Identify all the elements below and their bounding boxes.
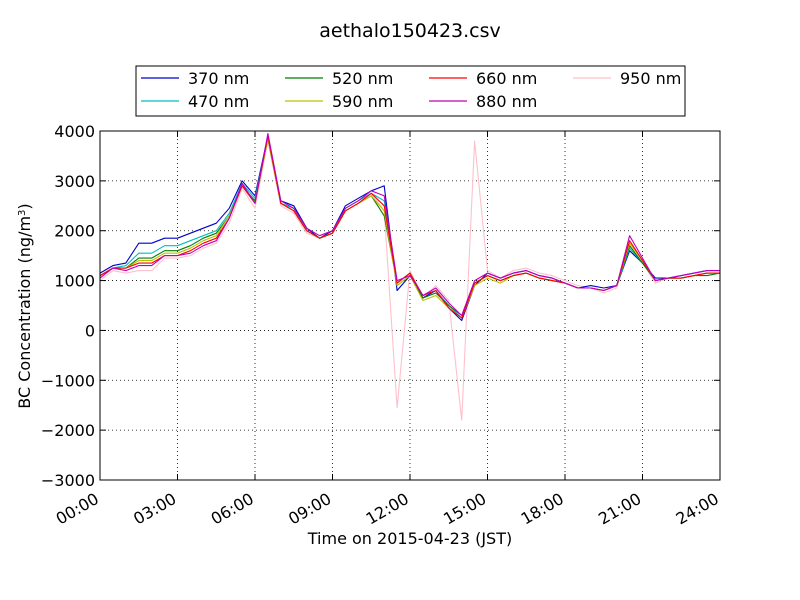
y-tick-label: −1000: [41, 371, 95, 390]
y-tick-labels: −3000 −2000 −1000 0 1000 2000 3000 4000: [41, 122, 95, 490]
legend-label: 950 nm: [620, 69, 681, 88]
axis-ticks: [99, 130, 721, 481]
series-line-880-nm: [99, 132, 720, 317]
legend: 370 nm 470 nm 520 nm 590 nm 660 nm 880 nm 950 …: [135, 65, 686, 117]
legend-label: 660 nm: [476, 69, 537, 88]
y-axis-label-superscript: 3: [17, 210, 28, 216]
y-axis-label: BC Concentration (ng/m3): [15, 203, 34, 408]
y-tick-label: −2000: [41, 421, 95, 440]
plot-lines: [99, 132, 721, 421]
y-axis-label-main: BC Concentration (ng/m: [15, 216, 34, 409]
chart-title: aethalo150423.csv: [319, 20, 501, 42]
y-tick-label: 1000: [54, 272, 95, 291]
y-tick-label: −3000: [41, 471, 95, 490]
legend-frame: [135, 65, 686, 117]
y-axis-label-suffix: ): [15, 203, 34, 209]
y-tick-label: 3000: [54, 172, 95, 191]
x-axis-label: Time on 2015-04-23 (JST): [307, 529, 512, 548]
legend-label: 520 nm: [332, 69, 393, 88]
legend-label: 590 nm: [332, 92, 393, 111]
legend-label: 370 nm: [188, 69, 249, 88]
y-tick-label: 4000: [54, 122, 95, 141]
legend-label: 470 nm: [188, 92, 249, 111]
y-tick-label: 2000: [54, 222, 95, 241]
series-line-950-nm: [99, 140, 720, 421]
y-tick-label: 0: [85, 321, 95, 340]
legend-label: 880 nm: [476, 92, 537, 111]
